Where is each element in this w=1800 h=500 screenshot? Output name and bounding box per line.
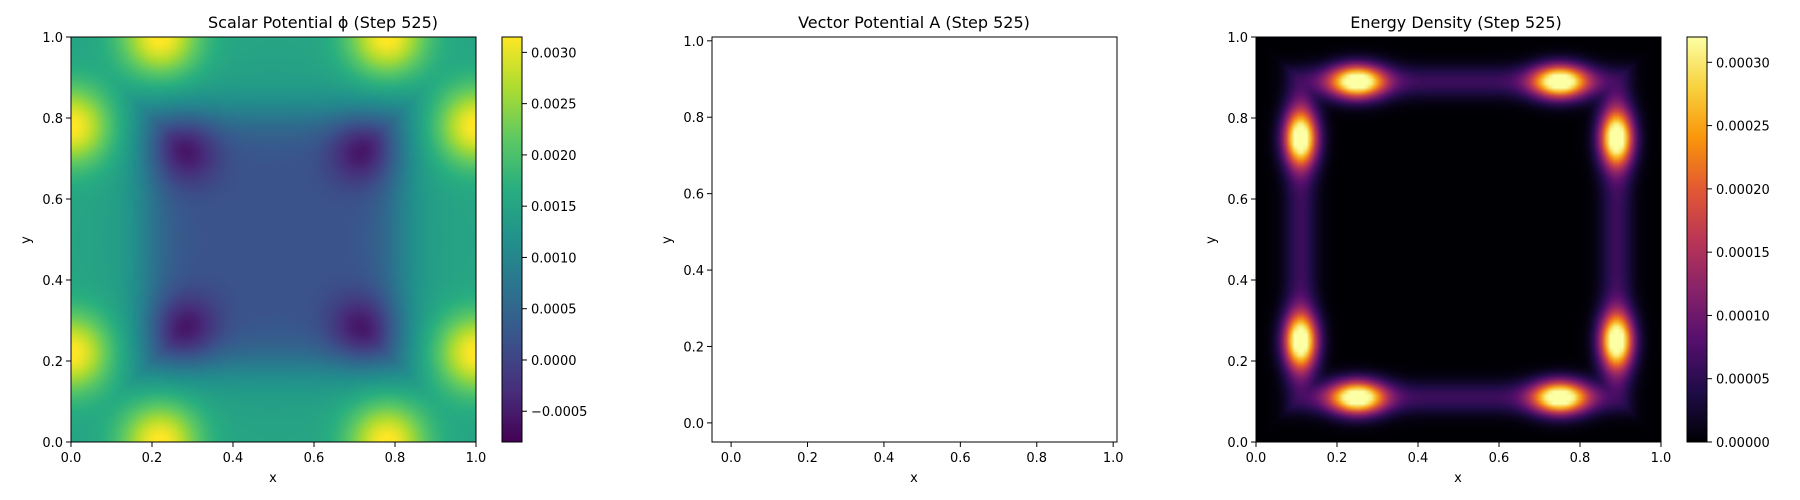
scalar-potential-panel: Scalar Potential ϕ (Step 525) 0.0 0.2 0.4 0… xyxy=(19,13,587,486)
energy-density-panel: Energy Density (Step 525) 0.0 0.2 0.4 0.6 0.… xyxy=(1204,13,1770,486)
x-tick-label: 0.6 xyxy=(1489,451,1510,466)
y-tick-label: 0.0 xyxy=(42,436,63,451)
colorbar-tick-label: 0.00005 xyxy=(1716,373,1770,388)
scalar-potential-x-ticks: 0.0 0.2 0.4 0.6 0.8 1.0 xyxy=(61,442,487,466)
energy-density-colorbar-ticks: 0.00000 0.00005 0.00010 0.00015 0.00020 0.000… xyxy=(1707,56,1770,451)
x-tick-label: 0.6 xyxy=(950,451,971,466)
colorbar-tick-label: 0.0025 xyxy=(531,98,577,113)
y-tick-label: 0.8 xyxy=(1227,112,1248,127)
y-tick-label: 0.4 xyxy=(1227,274,1248,289)
energy-density-title: Energy Density (Step 525) xyxy=(1350,13,1562,32)
x-tick-label: 0.2 xyxy=(1327,451,1348,466)
x-tick-label: 1.0 xyxy=(1103,451,1124,466)
colorbar-tick-label: 0.00020 xyxy=(1716,183,1770,198)
x-tick-label: 0.8 xyxy=(1026,451,1047,466)
y-tick-label: 0.2 xyxy=(1227,355,1248,370)
scalar-potential-y-label: y xyxy=(19,236,34,244)
y-tick-label: 0.4 xyxy=(683,264,704,279)
y-tick-label: 0.2 xyxy=(42,355,63,370)
vector-potential-y-ticks: 0.0 0.2 0.4 0.6 0.8 1.0 xyxy=(683,35,712,432)
scalar-potential-colorbar-frame xyxy=(501,36,523,443)
y-tick-label: 0.6 xyxy=(42,193,63,208)
energy-density-y-ticks: 0.0 0.2 0.4 0.6 0.8 1.0 xyxy=(1227,31,1256,451)
y-tick-label: 0.0 xyxy=(683,417,704,432)
energy-density-colorbar xyxy=(1687,37,1707,442)
energy-density-heatmap xyxy=(1256,37,1661,442)
vector-potential-x-label: x xyxy=(910,471,918,486)
y-tick-label: 0.8 xyxy=(42,112,63,127)
y-tick-label: 0.8 xyxy=(683,111,704,126)
x-tick-label: 0.4 xyxy=(223,451,244,466)
vector-potential-x-ticks: 0.0 0.2 0.4 0.6 0.8 1.0 xyxy=(721,442,1124,466)
x-tick-label: 0.6 xyxy=(304,451,325,466)
colorbar-tick-label: 0.0000 xyxy=(531,354,577,369)
colorbar-tick-label: 0.0010 xyxy=(531,251,577,266)
x-tick-label: 0.4 xyxy=(874,451,895,466)
x-tick-label: 0.2 xyxy=(797,451,818,466)
x-tick-label: 0.4 xyxy=(1408,451,1429,466)
y-tick-label: 0.6 xyxy=(1227,193,1248,208)
vector-potential-y-label: y xyxy=(660,236,675,244)
vector-potential-panel: Vector Potential A (Step 525) 0.0 0.2 0.4 0… xyxy=(660,13,1124,486)
y-tick-label: 0.4 xyxy=(42,274,63,289)
scalar-potential-axes-frame xyxy=(70,36,477,443)
colorbar-tick-label: 0.0005 xyxy=(531,303,577,318)
y-tick-label: 0.6 xyxy=(683,188,704,203)
colorbar-tick-label: 0.00000 xyxy=(1716,436,1770,451)
energy-density-y-label: y xyxy=(1204,236,1219,244)
scalar-potential-title: Scalar Potential ϕ (Step 525) xyxy=(208,13,438,32)
colorbar-tick-label: 0.0015 xyxy=(531,200,577,215)
y-tick-label: 1.0 xyxy=(42,31,63,46)
colorbar-tick-label: −0.0005 xyxy=(531,405,587,420)
y-tick-label: 0.0 xyxy=(1227,436,1248,451)
vector-potential-axes-frame xyxy=(711,36,1118,443)
x-tick-label: 0.8 xyxy=(1570,451,1591,466)
x-tick-label: 0.2 xyxy=(142,451,163,466)
energy-density-x-ticks: 0.0 0.2 0.4 0.6 0.8 1.0 xyxy=(1246,442,1672,466)
colorbar-tick-label: 0.00025 xyxy=(1716,120,1770,135)
x-tick-label: 0.0 xyxy=(721,451,742,466)
colorbar-tick-label: 0.00010 xyxy=(1716,309,1770,324)
x-tick-label: 0.0 xyxy=(1246,451,1267,466)
scalar-potential-heatmap xyxy=(71,37,476,442)
energy-density-axes-frame xyxy=(1255,36,1662,443)
energy-density-colorbar-frame xyxy=(1686,36,1708,443)
colorbar-tick-label: 0.00030 xyxy=(1716,56,1770,71)
scalar-potential-colorbar xyxy=(502,37,522,442)
x-tick-label: 1.0 xyxy=(1651,451,1672,466)
x-tick-label: 1.0 xyxy=(466,451,487,466)
vector-potential-axes-background xyxy=(712,37,1117,442)
x-tick-label: 0.0 xyxy=(61,451,82,466)
colorbar-tick-label: 0.00015 xyxy=(1716,246,1770,261)
y-tick-label: 1.0 xyxy=(1227,31,1248,46)
y-tick-label: 1.0 xyxy=(683,35,704,50)
x-tick-label: 0.8 xyxy=(385,451,406,466)
y-tick-label: 0.2 xyxy=(683,340,704,355)
scalar-potential-y-ticks: 0.0 0.2 0.4 0.6 0.8 1.0 xyxy=(42,31,71,451)
energy-density-x-label: x xyxy=(1454,471,1462,486)
scalar-potential-colorbar-ticks: −0.0005 0.0000 0.0005 0.0010 0.0015 0.0020 0.0… xyxy=(522,46,587,420)
vector-potential-title: Vector Potential A (Step 525) xyxy=(798,13,1030,32)
colorbar-tick-label: 0.0020 xyxy=(531,149,577,164)
scalar-potential-x-label: x xyxy=(269,471,277,486)
colorbar-tick-label: 0.0030 xyxy=(531,46,577,61)
